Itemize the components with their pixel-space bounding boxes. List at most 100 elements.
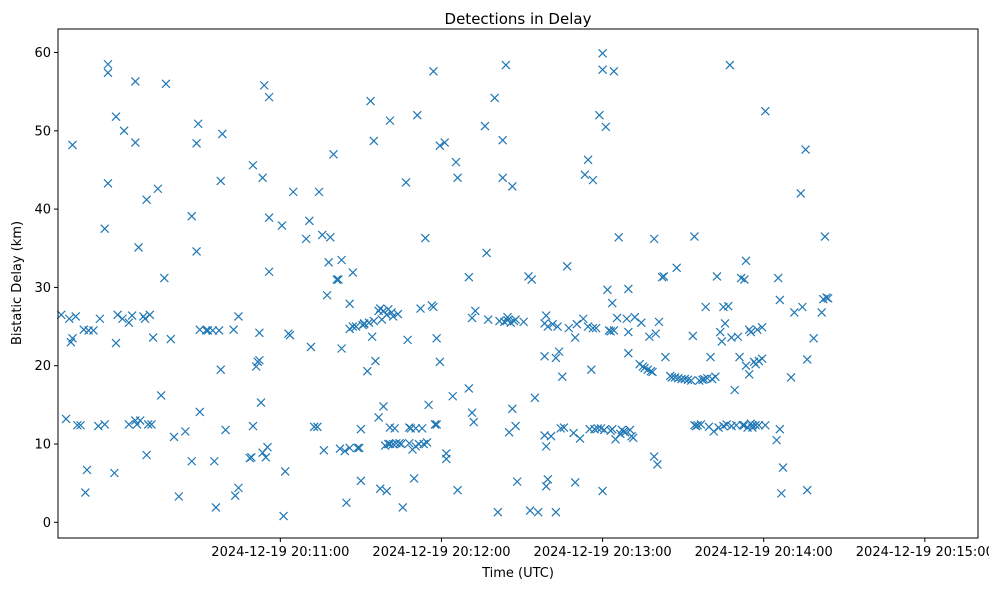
data-point — [554, 347, 564, 357]
data-point — [490, 93, 500, 103]
data-point — [712, 272, 722, 281]
data-point — [699, 374, 709, 384]
data-point — [480, 121, 490, 131]
data-point — [649, 234, 659, 244]
data-point — [382, 486, 392, 496]
data-point — [507, 404, 517, 414]
data-point — [388, 311, 398, 321]
data-point — [64, 314, 74, 324]
data-point — [570, 333, 580, 342]
data-point — [586, 365, 596, 375]
data-point — [192, 246, 201, 256]
data-point — [319, 445, 329, 455]
data-point — [337, 255, 346, 265]
data-point — [161, 79, 171, 89]
data-point — [598, 48, 608, 58]
data-point — [187, 456, 197, 466]
data-point — [651, 329, 661, 339]
data-point — [435, 141, 445, 151]
data-point — [757, 322, 767, 332]
y-tick-label: 30 — [34, 281, 51, 296]
data-point — [453, 173, 463, 183]
data-point — [341, 498, 351, 508]
data-point — [348, 322, 358, 331]
data-point — [572, 319, 582, 329]
data-point — [111, 112, 121, 122]
data-point — [72, 420, 82, 430]
data-point — [598, 65, 608, 75]
data-point — [340, 446, 350, 456]
data-point — [686, 376, 696, 386]
data-point — [739, 275, 749, 285]
data-point — [435, 357, 445, 367]
data-point — [369, 136, 379, 146]
data-point — [464, 272, 474, 282]
data-point — [142, 450, 152, 460]
data-point — [623, 284, 633, 294]
data-point — [211, 503, 221, 512]
data-point — [234, 483, 243, 493]
data-point — [254, 355, 264, 365]
data-point — [256, 398, 266, 407]
data-point — [464, 384, 474, 393]
data-point — [778, 463, 788, 472]
data-point — [159, 273, 169, 283]
data-point — [356, 424, 366, 434]
data-point — [422, 438, 432, 447]
data-point — [738, 420, 748, 430]
data-point — [277, 221, 287, 230]
data-point — [451, 157, 461, 167]
data-point — [733, 332, 743, 342]
data-point — [312, 422, 322, 432]
data-point — [541, 311, 551, 321]
data-point — [614, 232, 624, 242]
data-point — [329, 149, 338, 159]
data-point — [717, 337, 727, 346]
data-point — [556, 423, 566, 433]
data-point — [557, 372, 567, 382]
y-tick-label: 10 — [34, 438, 51, 453]
data-point — [797, 302, 807, 312]
y-axis-label: Bistatic Delay (km) — [10, 221, 25, 345]
data-point — [409, 474, 419, 483]
data-point — [649, 452, 659, 461]
data-point — [251, 362, 261, 371]
data-point — [602, 285, 612, 295]
data-point — [551, 353, 561, 363]
data-point — [683, 375, 693, 385]
data-point — [760, 420, 770, 430]
x-axis-ticks: 2024-12-19 20:11:00 2024-12-19 20:12:00 20… — [211, 538, 989, 560]
data-point — [609, 326, 619, 335]
data-point — [288, 187, 298, 197]
x-axis-label: Time (UTC) — [481, 566, 554, 581]
data-point — [583, 155, 593, 165]
data-point — [301, 234, 311, 244]
y-tick-label: 40 — [34, 203, 51, 218]
data-point — [428, 66, 438, 76]
data-point — [119, 126, 129, 136]
data-point — [593, 423, 603, 433]
data-point — [483, 315, 493, 324]
data-point — [285, 330, 295, 340]
data-point — [533, 507, 543, 517]
data-point — [430, 420, 440, 429]
data-point — [680, 374, 690, 384]
data-point — [420, 233, 430, 243]
data-point — [254, 328, 264, 338]
x-tick-label: 2024-12-19 20:11:00 — [211, 545, 349, 560]
data-point — [192, 138, 201, 148]
data-point — [748, 420, 757, 430]
data-point — [280, 467, 290, 476]
data-point — [309, 422, 319, 432]
data-point — [279, 511, 288, 521]
data-point — [519, 317, 529, 327]
data-point — [701, 302, 711, 312]
data-point — [193, 119, 203, 129]
data-point — [351, 322, 361, 331]
data-point — [786, 373, 796, 382]
data-point — [61, 414, 71, 424]
data-point — [580, 170, 590, 180]
data-point — [166, 334, 176, 344]
data-point — [730, 385, 740, 395]
